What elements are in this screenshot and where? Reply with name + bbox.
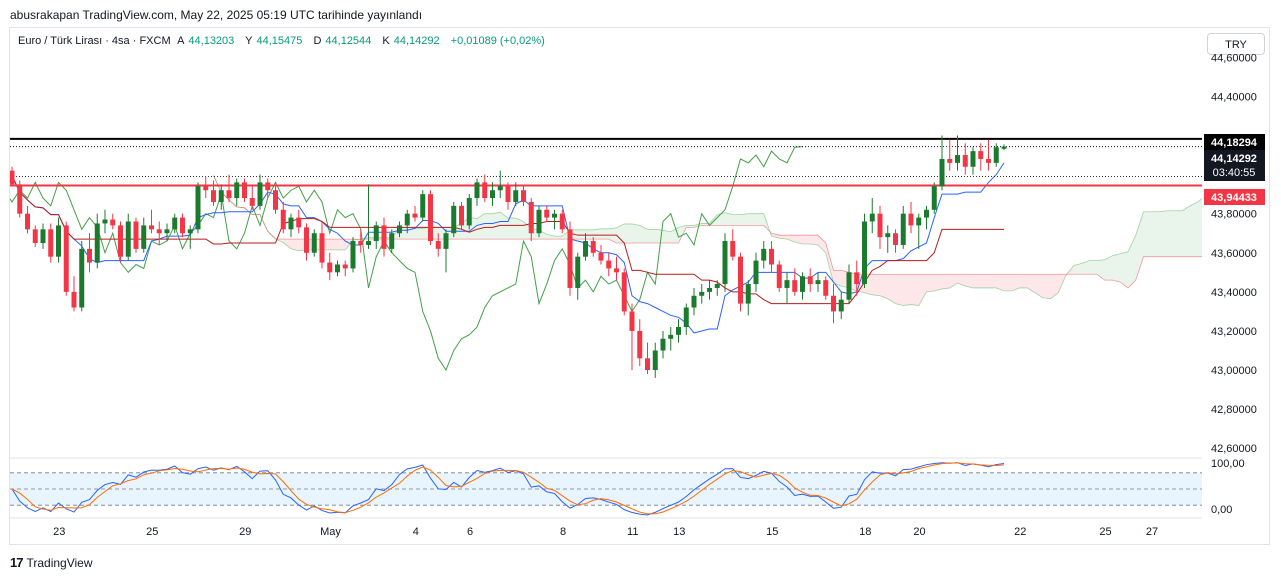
symbol-legend: Euro / Türk Lirası · 4sa · FXCM A 44,1320… <box>18 35 549 47</box>
high-label: Y <box>245 35 253 47</box>
symbol-name[interactable]: Euro / Türk Lirası · 4sa · FXCM <box>18 35 171 47</box>
high-value: 44,15475 <box>256 35 303 47</box>
change-value: +0,01089 (+0,02%) <box>450 35 545 47</box>
chart-frame <box>9 27 1270 545</box>
open-value: 44,13203 <box>188 35 235 47</box>
close-value: 44,14292 <box>393 35 440 47</box>
open-label: A <box>177 35 185 47</box>
low-value: 44,12544 <box>325 35 372 47</box>
tradingview-logo-icon: 17 <box>10 555 24 570</box>
tradingview-logo[interactable]: 17 TradingView <box>10 555 93 570</box>
currency-selector[interactable]: TRY <box>1207 33 1265 55</box>
close-label: K <box>382 35 390 47</box>
publish-caption: abusrakapan TradingView.com, May 22, 202… <box>10 8 423 22</box>
logo-text: TradingView <box>26 555 93 570</box>
low-label: D <box>313 35 322 47</box>
